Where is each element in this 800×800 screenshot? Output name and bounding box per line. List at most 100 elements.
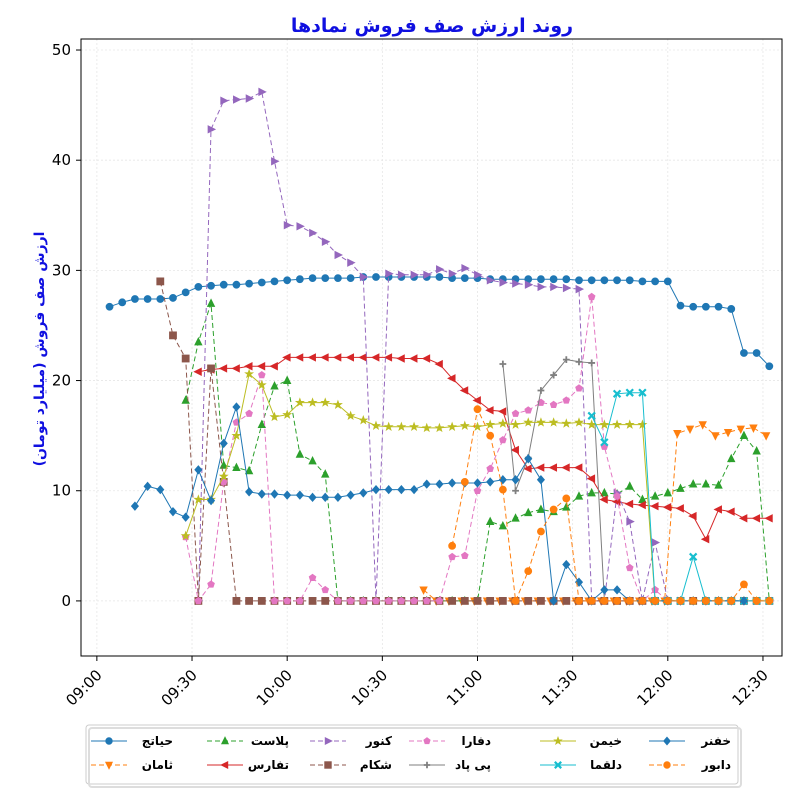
- data-point: [295, 449, 305, 458]
- data-point: [270, 489, 279, 499]
- legend-box: [85, 724, 739, 785]
- data-point: [561, 418, 572, 428]
- data-point: [714, 597, 723, 605]
- data-point: [600, 276, 609, 285]
- data-point: [562, 597, 571, 605]
- data-point: [257, 278, 266, 287]
- data-point: [714, 480, 723, 489]
- legend-item: پلاست: [207, 734, 289, 748]
- data-point: [613, 492, 621, 500]
- legend-item: شکام: [310, 758, 392, 773]
- data-point: [600, 585, 609, 595]
- data-point: [448, 552, 456, 561]
- data-point: [740, 580, 748, 589]
- data-point: [562, 283, 572, 293]
- data-point: [358, 414, 369, 425]
- data-point: [295, 275, 304, 284]
- data-point: [409, 354, 418, 363]
- data-point: [307, 397, 318, 407]
- data-point: [713, 505, 722, 514]
- data-point: [676, 301, 685, 310]
- y-axis-label: ارزش صف فروش (میلیارد تومان): [32, 232, 48, 467]
- series-4: [193, 353, 773, 544]
- legend-label: کنور: [365, 734, 392, 749]
- data-point: [549, 275, 558, 284]
- data-point: [562, 559, 571, 570]
- data-point: [613, 276, 621, 285]
- data-point: [131, 295, 139, 303]
- legend-item: دلقما: [540, 758, 622, 772]
- data-point: [321, 469, 330, 478]
- data-point: [701, 597, 710, 605]
- x-tick-label: 10:00: [253, 666, 296, 709]
- data-point: [105, 737, 113, 745]
- data-point: [676, 483, 685, 492]
- data-point: [486, 464, 495, 472]
- series-layer: [105, 87, 775, 606]
- data-point: [359, 596, 368, 605]
- data-point: [575, 384, 583, 392]
- data-point: [474, 270, 483, 279]
- data-point: [181, 512, 190, 522]
- data-point: [448, 478, 457, 488]
- data-point: [231, 430, 242, 440]
- data-point: [460, 274, 469, 282]
- data-point: [510, 419, 521, 429]
- data-point: [423, 737, 431, 745]
- data-point: [536, 475, 545, 485]
- data-point: [486, 477, 495, 487]
- data-point: [385, 269, 394, 278]
- legend-label: حیاتج: [142, 734, 173, 748]
- data-point: [143, 481, 152, 491]
- data-point: [624, 499, 634, 509]
- data-point: [612, 585, 622, 595]
- data-point: [410, 270, 420, 279]
- data-point: [485, 419, 496, 429]
- x-tick-label: 10:30: [348, 666, 391, 709]
- data-point: [662, 503, 672, 512]
- data-point: [663, 736, 671, 746]
- data-point: [736, 425, 745, 435]
- data-point: [359, 488, 368, 498]
- data-point: [726, 507, 735, 516]
- data-point: [524, 280, 534, 289]
- data-point: [256, 362, 266, 371]
- legend-item: دابور: [649, 758, 731, 773]
- data-point: [625, 276, 634, 285]
- data-point: [218, 364, 228, 373]
- data-point: [384, 484, 393, 495]
- data-point: [206, 495, 216, 506]
- data-point: [434, 422, 445, 433]
- data-point: [459, 420, 470, 430]
- data-point: [675, 504, 684, 513]
- data-point: [321, 237, 331, 246]
- data-point: [638, 277, 647, 286]
- data-point: [220, 96, 229, 105]
- data-point: [282, 375, 292, 384]
- data-point: [423, 270, 432, 279]
- data-point: [587, 597, 596, 605]
- data-point: [685, 425, 695, 435]
- x-tick-label: 11:00: [443, 666, 486, 709]
- data-point: [499, 436, 507, 444]
- series-line: [109, 276, 770, 367]
- data-point: [143, 295, 152, 303]
- data-point: [410, 596, 418, 605]
- data-point: [510, 445, 519, 455]
- data-point: [554, 761, 562, 769]
- data-point: [258, 87, 267, 97]
- data-point: [434, 359, 443, 369]
- data-point: [612, 389, 622, 398]
- data-point: [459, 386, 469, 395]
- data-point: [625, 563, 634, 572]
- data-point: [650, 501, 659, 511]
- data-point: [347, 258, 356, 267]
- data-point: [194, 596, 203, 605]
- data-point: [180, 530, 191, 541]
- data-point: [535, 417, 546, 427]
- data-point: [244, 465, 254, 475]
- series-line: [451, 407, 770, 603]
- data-point: [575, 276, 583, 285]
- data-point: [321, 597, 330, 605]
- data-point: [321, 585, 330, 594]
